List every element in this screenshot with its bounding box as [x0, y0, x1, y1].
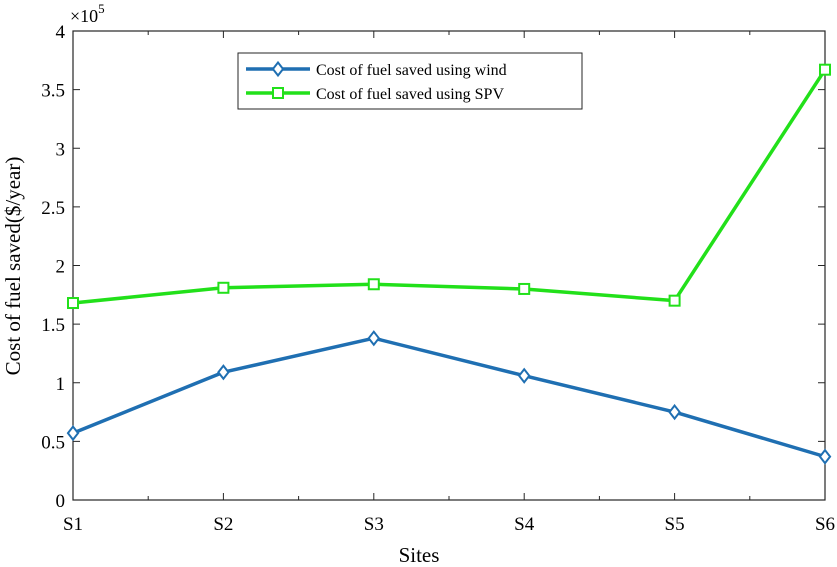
data-point-marker [668, 403, 681, 421]
series-line [72, 68, 827, 305]
y-axis-label: Cost of fuel saved($/year) [1, 157, 25, 376]
y-axis-exponent-base: ×10 [70, 6, 98, 26]
y-tick-label: 2.5 [41, 198, 65, 219]
x-tick-label: S2 [213, 514, 233, 535]
legend-item: Cost of fuel saved using SPV [246, 86, 504, 103]
x-tick-label: S5 [665, 514, 685, 535]
y-axis-exponent: ×105 [70, 1, 105, 26]
y-tick-label: 0 [56, 491, 66, 512]
x-tick-label: S3 [364, 514, 384, 535]
x-axis-label: Sites [399, 543, 440, 567]
x-tick-label: S6 [815, 514, 835, 535]
y-tick-label: 1 [56, 374, 66, 395]
data-point-marker [367, 278, 380, 291]
series-line [72, 336, 826, 459]
data-point-marker [818, 448, 832, 465]
data-point-marker [668, 294, 681, 307]
axes: S1 S2 S3 S4 S5 S6 0 0.5 1 1.5 2 2.5 3 3.5 4 [41, 22, 835, 535]
y-tick-label: 3 [56, 139, 66, 160]
legend-item: Cost of fuel saved using wind [246, 60, 507, 79]
y-tick-label: 4 [56, 22, 66, 43]
x-tick-label: S4 [514, 514, 535, 535]
data-point-marker [66, 425, 80, 442]
x-tick-label: S1 [63, 514, 83, 535]
data-point-marker [217, 364, 230, 381]
data-point-marker [517, 367, 531, 384]
legend: Cost of fuel saved using wind Cost of fue… [237, 52, 583, 110]
legend-box [237, 52, 583, 110]
y-tick-label: 0.5 [41, 432, 65, 453]
legend-label: Cost of fuel saved using wind [316, 62, 507, 79]
data-point-marker [367, 330, 381, 347]
series-layer [66, 63, 832, 465]
legend-swatch-marker [271, 60, 285, 78]
y-tick-label: 2 [56, 257, 66, 278]
y-tick-label: 1.5 [41, 315, 65, 336]
data-point-marker [819, 63, 831, 76]
data-point-marker [67, 297, 79, 310]
data-point-marker [217, 281, 230, 294]
legend-label: Cost of fuel saved using SPV [316, 86, 504, 103]
y-axis-exponent-power: 5 [98, 1, 105, 16]
y-tick-label: 3.5 [41, 81, 65, 102]
legend-swatch-marker [272, 87, 284, 99]
series-wind [66, 330, 832, 465]
data-point-marker [518, 282, 531, 295]
series-spv [67, 63, 831, 310]
